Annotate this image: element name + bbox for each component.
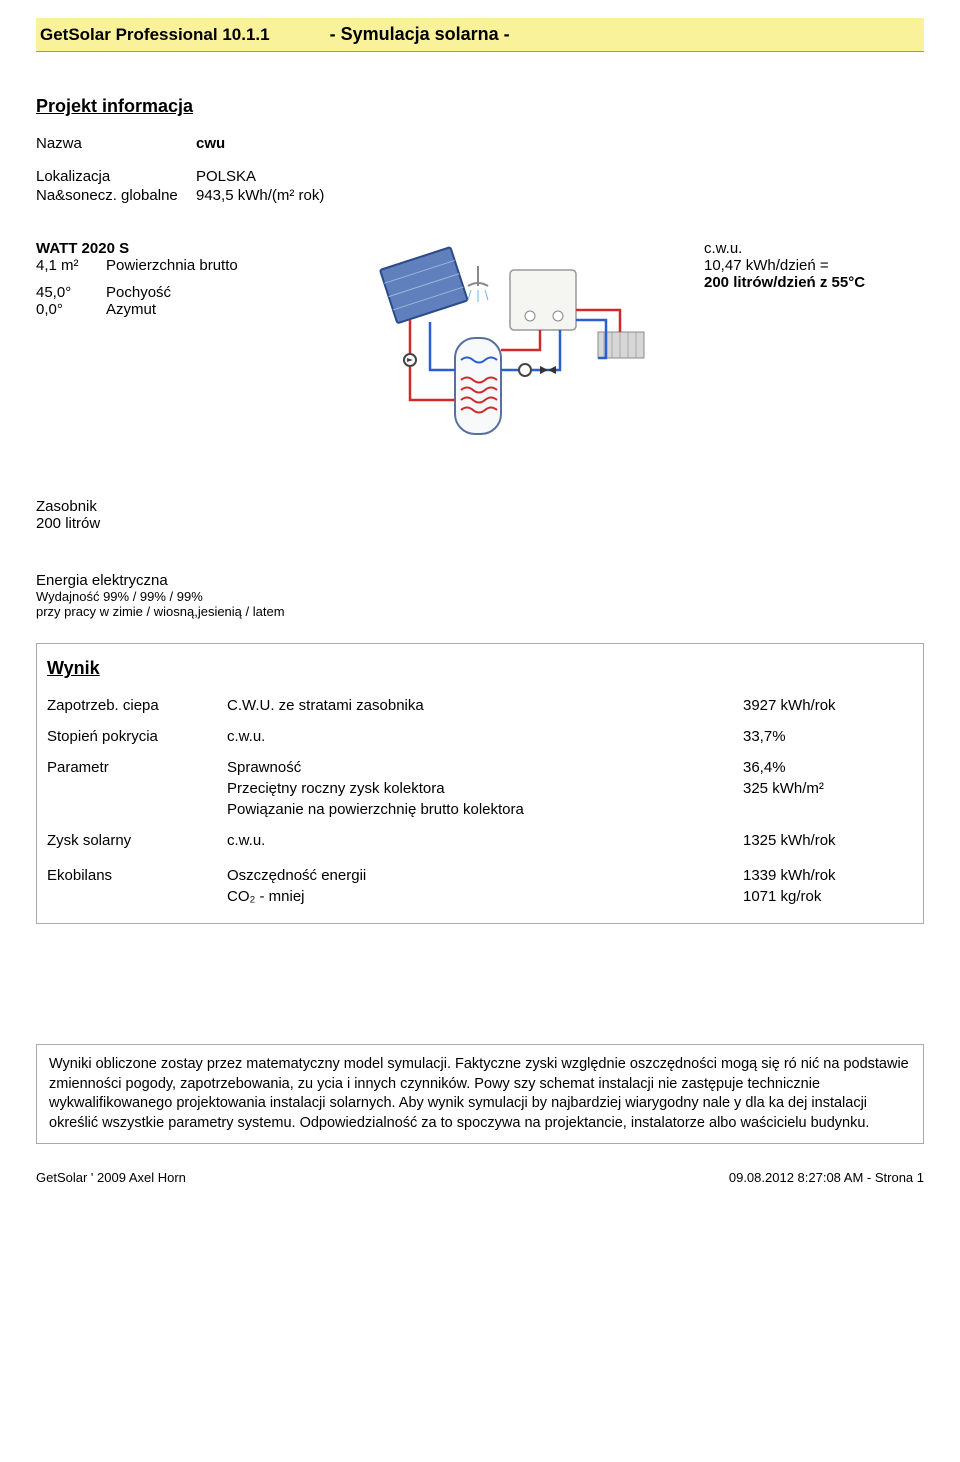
electric-title: Energia elektryczna bbox=[36, 572, 924, 589]
result-label: Stopień pokrycia bbox=[47, 728, 227, 745]
result-value bbox=[743, 801, 913, 818]
result-label: Parametr bbox=[47, 759, 227, 776]
cwu-demand-kwh: 10,47 kWh/dzień = bbox=[704, 257, 924, 274]
footer-right: 09.08.2012 8:27:08 AM - Strona 1 bbox=[729, 1170, 924, 1185]
name-value: cwu bbox=[196, 135, 924, 152]
footer-left: GetSolar ' 2009 Axel Horn bbox=[36, 1170, 186, 1185]
result-row: Powiązanie na powierzchnię brutto kolekt… bbox=[47, 801, 913, 818]
tank-block: Zasobnik 200 litrów bbox=[36, 498, 924, 532]
location-value: POLSKA bbox=[196, 168, 924, 185]
cwu-demand-litres: 200 litrów/dzień z 55°C bbox=[704, 274, 924, 291]
tank-volume: 200 litrów bbox=[36, 515, 924, 532]
tilt-value: 45,0° bbox=[36, 284, 106, 301]
result-row: EkobilansOszczędność energii1339 kWh/rok bbox=[47, 867, 913, 884]
result-label bbox=[47, 801, 227, 818]
result-row: ParametrSprawność36,4% bbox=[47, 759, 913, 776]
result-label bbox=[47, 888, 227, 905]
tank-label: Zasobnik bbox=[36, 498, 924, 515]
disclaimer-text: Wyniki obliczone zostay przez matematycz… bbox=[36, 1044, 924, 1144]
project-section-title: Projekt informacja bbox=[36, 96, 924, 117]
result-desc: c.w.u. bbox=[227, 728, 743, 745]
result-label: Ekobilans bbox=[47, 867, 227, 884]
result-desc: c.w.u. bbox=[227, 832, 743, 849]
result-label: Zysk solarny bbox=[47, 832, 227, 849]
system-diagram bbox=[336, 240, 684, 464]
header-banner: GetSolar Professional 10.1.1 - Symulacja… bbox=[36, 18, 924, 52]
electric-efficiency: Wydajność 99% / 99% / 99% bbox=[36, 589, 924, 604]
result-desc: Przeciętny roczny zysk kolektora bbox=[227, 780, 743, 797]
electric-block: Energia elektryczna Wydajność 99% / 99% … bbox=[36, 572, 924, 619]
result-value: 3927 kWh/rok bbox=[743, 697, 913, 714]
banner-title: - Symulacja solarna - bbox=[330, 24, 510, 45]
name-label: Nazwa bbox=[36, 135, 196, 152]
result-label: Zapotrzeb. ciepa bbox=[47, 697, 227, 714]
main-spec-block: WATT 2020 S 4,1 m² Powierzchnia brutto 4… bbox=[36, 240, 924, 464]
result-row: Przeciętny roczny zysk kolektora325 kWh/… bbox=[47, 780, 913, 797]
result-value: 1339 kWh/rok bbox=[743, 867, 913, 884]
collector-area-label: Powierzchnia brutto bbox=[106, 257, 316, 274]
result-value: 325 kWh/m² bbox=[743, 780, 913, 797]
result-box: Wynik Zapotrzeb. ciepaC.W.U. ze stratami… bbox=[36, 643, 924, 924]
result-value: 33,7% bbox=[743, 728, 913, 745]
result-row: Zysk solarnyc.w.u.1325 kWh/rok bbox=[47, 832, 913, 849]
result-value: 1325 kWh/rok bbox=[743, 832, 913, 849]
result-row: CO₂ - mniej1071 kg/rok bbox=[47, 888, 913, 905]
irradiation-label: Na&sonecz. globalne bbox=[36, 187, 196, 204]
result-row: Stopień pokryciac.w.u.33,7% bbox=[47, 728, 913, 745]
page-footer: GetSolar ' 2009 Axel Horn 09.08.2012 8:2… bbox=[36, 1170, 924, 1185]
cwu-label: c.w.u. bbox=[704, 240, 924, 257]
collector-area-value: 4,1 m² bbox=[36, 257, 106, 274]
result-desc: C.W.U. ze stratami zasobnika bbox=[227, 697, 743, 714]
product-name: GetSolar Professional 10.1.1 bbox=[40, 25, 330, 45]
result-desc: Oszczędność energii bbox=[227, 867, 743, 884]
irradiation-value: 943,5 kWh/(m² rok) bbox=[196, 187, 924, 204]
result-desc: Powiązanie na powierzchnię brutto kolekt… bbox=[227, 801, 743, 818]
location-label: Lokalizacja bbox=[36, 168, 196, 185]
result-value: 36,4% bbox=[743, 759, 913, 776]
electric-seasons: przy pracy w zimie / wiosną,jesienią / l… bbox=[36, 604, 924, 619]
result-label bbox=[47, 780, 227, 797]
result-desc: Sprawność bbox=[227, 759, 743, 776]
result-desc: CO₂ - mniej bbox=[227, 888, 743, 905]
result-section-title: Wynik bbox=[47, 658, 913, 679]
result-value: 1071 kg/rok bbox=[743, 888, 913, 905]
azimuth-value: 0,0° bbox=[36, 301, 106, 318]
result-row: Zapotrzeb. ciepaC.W.U. ze stratami zasob… bbox=[47, 697, 913, 714]
tilt-label: Pochyość bbox=[106, 284, 316, 301]
azimuth-label: Azymut bbox=[106, 301, 316, 318]
collector-model: WATT 2020 S bbox=[36, 240, 316, 257]
